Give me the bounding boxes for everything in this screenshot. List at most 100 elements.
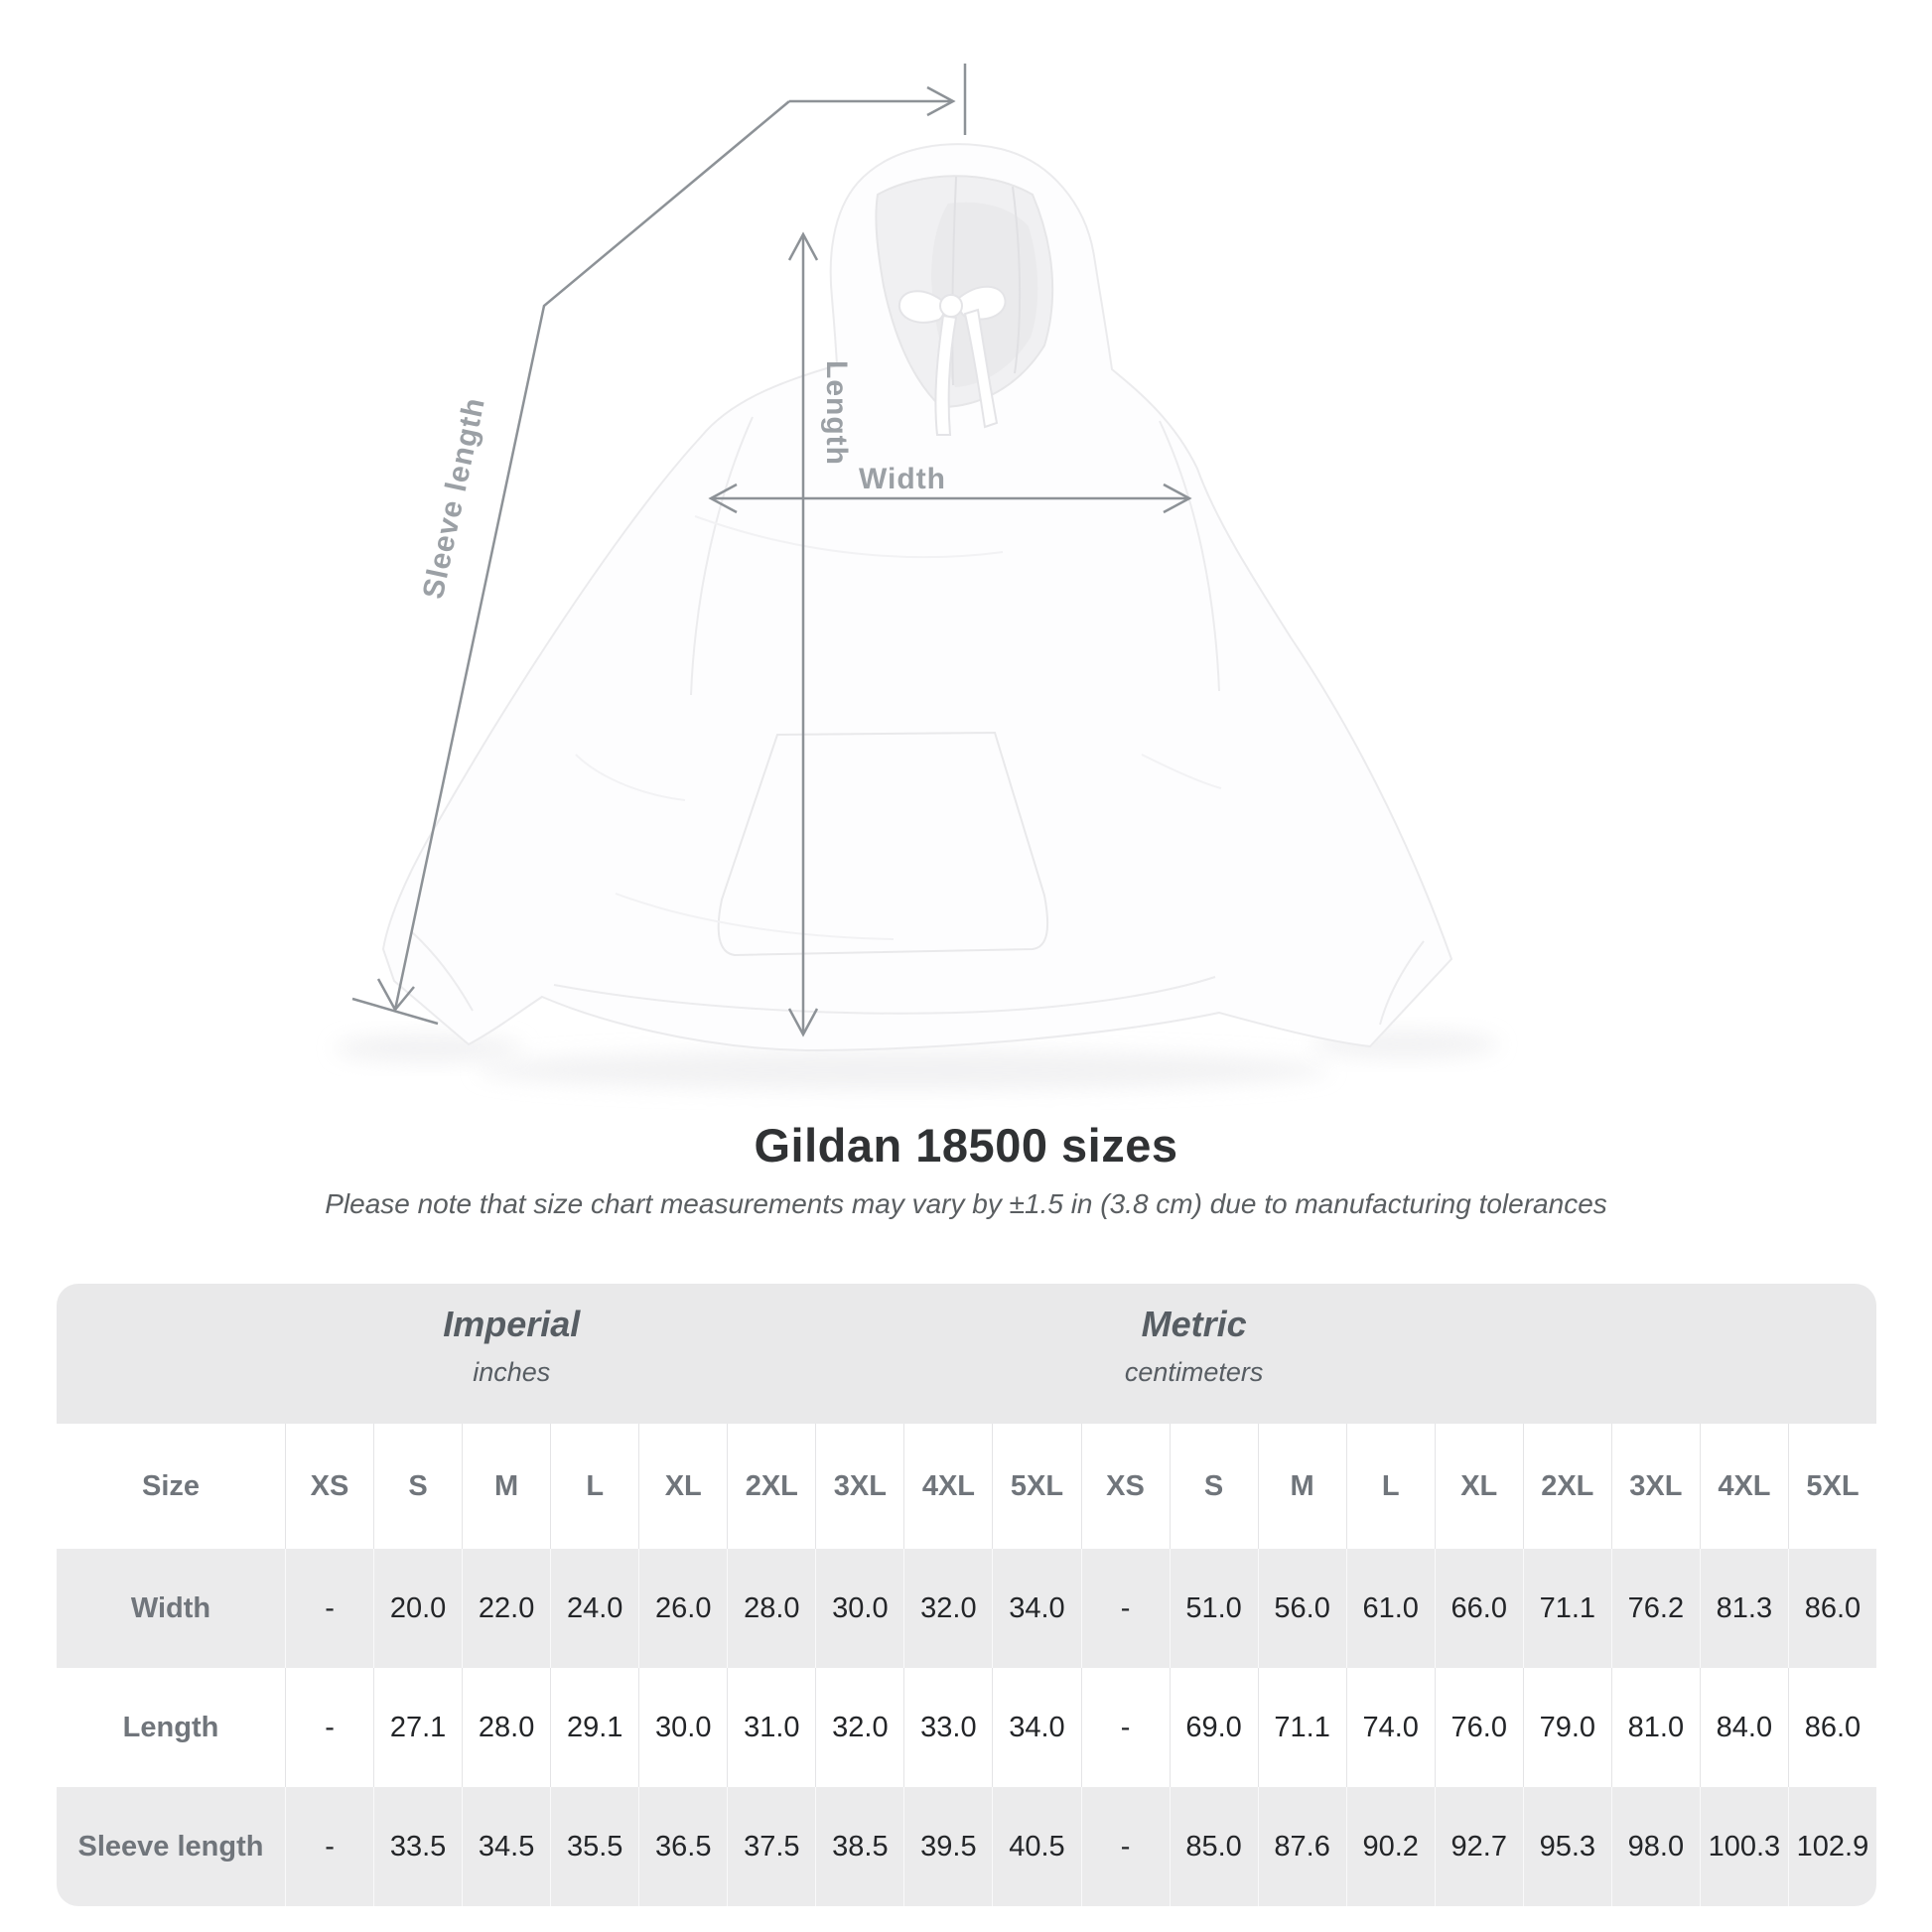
measurement-value-cell: 34.5	[462, 1787, 551, 1906]
measurement-value-cell: 51.0	[1169, 1549, 1258, 1668]
measurement-value-cell: 76.2	[1610, 1549, 1700, 1668]
title-block: Gildan 18500 sizes Please note that size…	[0, 1118, 1932, 1220]
sleeve-length-label: Sleeve length	[417, 394, 491, 602]
length-arrowhead-top	[787, 231, 819, 261]
kangaroo-pocket	[717, 731, 1049, 957]
measurement-value-cell: 85.0	[1169, 1787, 1258, 1906]
measurement-value-cell: 33.5	[373, 1787, 463, 1906]
tolerance-note: Please note that size chart measurements…	[325, 1188, 1607, 1219]
size-header-cell: 5XL	[992, 1424, 1081, 1549]
measurement-value-cell: 37.5	[727, 1787, 816, 1906]
measurement-value-cell: 61.0	[1345, 1549, 1435, 1668]
measurement-lines	[351, 64, 1192, 1037]
size-column-header: Size	[57, 1424, 285, 1549]
size-header-cell: 5XL	[1787, 1424, 1876, 1549]
length-label: Length	[820, 360, 853, 466]
imperial-header: Imperial inches	[443, 1304, 580, 1388]
measurement-value-cell: 81.3	[1699, 1549, 1788, 1668]
measurement-value-cell: 66.0	[1434, 1549, 1523, 1668]
measurement-value-cell: 98.0	[1610, 1787, 1700, 1906]
size-header-cell: S	[373, 1424, 463, 1549]
measurement-value-cell: 84.0	[1699, 1668, 1788, 1787]
measurement-value-cell: 79.0	[1522, 1668, 1611, 1787]
measurement-value-cell: 56.0	[1257, 1549, 1346, 1668]
metric-header: Metric centimeters	[1125, 1304, 1264, 1388]
measurement-value-cell: 35.5	[550, 1787, 639, 1906]
measurement-value-cell: 28.0	[462, 1668, 550, 1787]
size-header-cell: 4XL	[903, 1424, 993, 1549]
sleeve-length-arrowhead	[376, 978, 415, 1013]
measurement-value-cell: 100.3	[1699, 1787, 1788, 1906]
measurement-value-cell: 76.0	[1434, 1668, 1523, 1787]
measurement-value-cell: 34.0	[992, 1549, 1081, 1668]
size-header-cell: L	[550, 1424, 639, 1549]
size-grid: Size XS S M L XL 2XL 3XL 4XL 5XL XS S M L XL 2XL 3XL 4XL 5…	[57, 1424, 1876, 1906]
size-header-cell: XL	[638, 1424, 728, 1549]
measurement-value-cell: 39.5	[903, 1787, 993, 1906]
measurement-value-cell: 29.1	[550, 1668, 638, 1787]
imperial-title: Imperial	[443, 1304, 581, 1344]
measurement-value-cell: 95.3	[1522, 1787, 1611, 1906]
measurement-value-cell: 40.5	[992, 1787, 1081, 1906]
measurement-value-cell: 33.0	[903, 1668, 992, 1787]
measurement-value-cell: 87.6	[1257, 1787, 1346, 1906]
measurement-value-cell: 32.0	[815, 1668, 903, 1787]
fabric-wrinkles	[575, 515, 1222, 940]
size-header-cell: 2XL	[1522, 1424, 1611, 1549]
measurement-value-cell: -	[285, 1787, 374, 1906]
measurement-value-cell: 38.5	[815, 1787, 904, 1906]
measurement-value-cell: 20.0	[373, 1549, 463, 1668]
measurement-value-cell: 30.0	[815, 1549, 904, 1668]
measurement-value-cell: 69.0	[1169, 1668, 1258, 1787]
size-header-cell: 3XL	[815, 1424, 904, 1549]
measurement-value-cell: 24.0	[550, 1549, 639, 1668]
width-label: Width	[859, 463, 946, 495]
measurement-value-cell: 71.1	[1257, 1668, 1346, 1787]
size-header-cell: 3XL	[1610, 1424, 1700, 1549]
drawstring-bow	[897, 285, 1007, 436]
measurement-value-cell: 102.9	[1787, 1787, 1876, 1906]
width-arrowhead-left	[708, 483, 738, 514]
sleeve-length-line	[393, 100, 790, 1011]
row-label: Sleeve length	[57, 1787, 285, 1906]
sleeve-end-tick	[351, 997, 439, 1026]
measurement-value-cell: 26.0	[638, 1549, 728, 1668]
measurement-value-cell: -	[285, 1668, 373, 1787]
measurement-value-cell: 92.7	[1434, 1787, 1523, 1906]
measurement-value-cell: 27.1	[373, 1668, 462, 1787]
measurement-value-cell: 30.0	[638, 1668, 727, 1787]
measurement-value-cell: 32.0	[903, 1549, 993, 1668]
measurement-value-cell: 90.2	[1345, 1787, 1435, 1906]
size-table: Imperial inches Metric centimeters Size X…	[57, 1284, 1876, 1906]
size-header-cell: M	[1257, 1424, 1346, 1549]
measurement-value-cell: -	[285, 1549, 374, 1668]
metric-title: Metric	[1141, 1304, 1247, 1344]
size-header-cell: XS	[1080, 1424, 1170, 1549]
width-arrowhead-right	[1163, 483, 1192, 514]
imperial-unit: inches	[473, 1357, 551, 1387]
size-header-cell: XS	[285, 1424, 374, 1549]
measurement-value-cell: 36.5	[638, 1787, 728, 1906]
hoodie-measurement-diagram: Length Width Sleeve length	[335, 64, 1499, 1090]
measurement-value-cell: 34.0	[992, 1668, 1080, 1787]
measurement-value-cell: 22.0	[462, 1549, 551, 1668]
row-label: Width	[57, 1549, 285, 1668]
shoulder-pointer-arrowhead	[926, 85, 956, 117]
measurement-value-cell: -	[1080, 1787, 1170, 1906]
measurement-value-cell: -	[1080, 1549, 1170, 1668]
size-header-cell: 4XL	[1699, 1424, 1788, 1549]
hoodie-illustration: Length Width Sleeve length	[335, 64, 1499, 1090]
size-header-cell: 2XL	[727, 1424, 816, 1549]
size-header-cell: M	[462, 1424, 551, 1549]
size-header-cell: L	[1345, 1424, 1435, 1549]
hoodie-body	[381, 143, 1453, 1052]
measurement-value-cell: -	[1080, 1668, 1170, 1787]
measurement-value-cell: 86.0	[1787, 1668, 1876, 1787]
measurement-value-cell: 86.0	[1787, 1549, 1876, 1668]
measurement-value-cell: 71.1	[1522, 1549, 1611, 1668]
hoodie-seams	[410, 416, 1425, 1026]
measurement-value-cell: 31.0	[727, 1668, 815, 1787]
measurement-value-cell: 28.0	[727, 1549, 816, 1668]
page-title: Gildan 18500 sizes	[754, 1119, 1178, 1172]
